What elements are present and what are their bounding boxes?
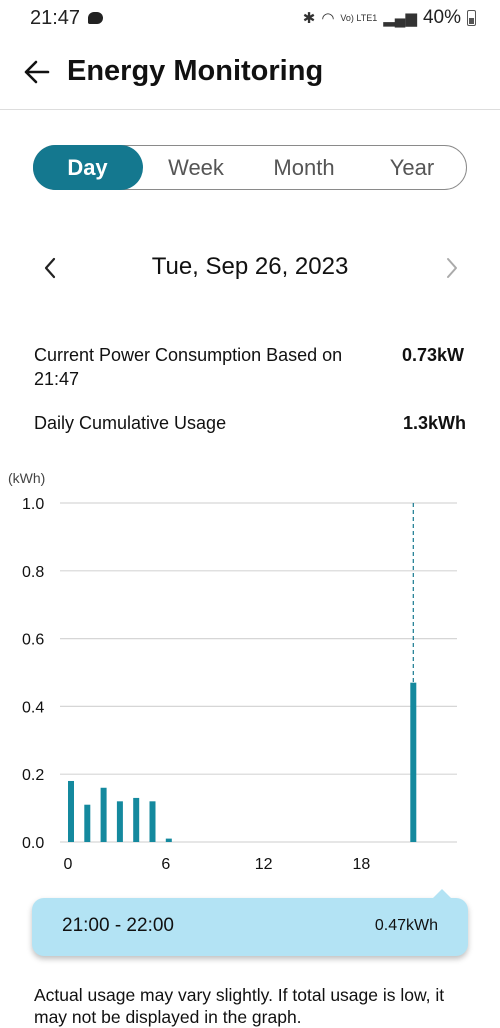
period-tabs: Day Week Month Year (32, 144, 467, 190)
usage-bar (149, 801, 156, 842)
usage-bar-chart: (kWh) 0.0 0.2 0.4 0.6 0.8 1.0 0 6 12 18 (8, 470, 457, 873)
previous-date-button[interactable] (38, 253, 62, 283)
y-tick-label: 0.4 (22, 699, 44, 716)
tab-year[interactable]: Year (389, 154, 435, 180)
daily-usage-row: Daily Cumulative Usage 1.3kWh (34, 411, 466, 437)
usage-bar (133, 797, 140, 842)
x-tick-label: 12 (255, 856, 273, 873)
chevron-right-icon (447, 258, 457, 278)
battery-icon (467, 10, 476, 26)
x-tick-label: 0 (64, 856, 73, 873)
chat-notification-icon (88, 12, 104, 24)
y-axis-unit-label: (kWh) (8, 470, 45, 486)
battery-percent: 40% (422, 7, 461, 28)
usage-bar (165, 838, 172, 842)
usage-bar (68, 780, 74, 842)
status-left: 21:47 (30, 6, 104, 30)
bluetooth-icon: ✱ (302, 10, 316, 27)
date-label: Tue, Sep 26, 2023 (151, 253, 349, 280)
x-tick-label: 6 (161, 856, 170, 873)
next-date-button[interactable] (440, 253, 464, 283)
tab-day[interactable]: Day (32, 144, 143, 190)
tooltip-time-range: 21:00 - 22:00 (62, 915, 174, 936)
disclaimer-text: Actual usage may vary slightly. If total… (34, 985, 445, 1027)
status-right: ✱ ◠ Vo) LTE1 ▂▄▆ 40% (303, 7, 476, 29)
lte-icon: Vo) LTE1 (340, 12, 378, 23)
tooltip-value: 0.47kWh (374, 917, 438, 934)
usage-tooltip: 21:00 - 22:00 0.47kWh (32, 889, 468, 956)
y-tick-label: 0.2 (22, 767, 44, 784)
usage-bar (116, 801, 123, 842)
app-header: Energy Monitoring (0, 40, 500, 110)
current-consumption-row: Current Power Consumption Based on 21:47… (34, 343, 466, 393)
back-arrow-icon (24, 60, 50, 84)
status-bar: 21:47 ✱ ◠ Vo) LTE1 ▂▄▆ 40% (0, 0, 500, 36)
tooltip-pointer (433, 889, 451, 898)
y-tick-label: 0.0 (22, 835, 44, 852)
wifi-icon: ◠ (321, 10, 335, 27)
daily-usage-value: 1.3kWh (402, 413, 466, 433)
chevron-left-icon (44, 257, 56, 279)
signal-icon: ▂▄▆ (383, 10, 417, 27)
daily-usage-label: Daily Cumulative Usage (34, 413, 227, 433)
y-tick-label: 0.8 (22, 564, 44, 581)
usage-bar (84, 804, 91, 842)
usage-bar (410, 682, 417, 842)
tab-month[interactable]: Month (273, 154, 335, 180)
current-consumption-label: Current Power Consumption Based on 21:47 (34, 345, 343, 389)
page-title: Energy Monitoring (67, 55, 324, 87)
current-consumption-value: 0.73kW (402, 345, 465, 365)
y-tick-label: 1.0 (22, 496, 44, 513)
usage-bar (100, 787, 107, 842)
date-navigation: Tue, Sep 26, 2023 (0, 245, 500, 290)
x-tick-label: 18 (353, 856, 371, 873)
status-time: 21:47 (30, 6, 81, 29)
back-button[interactable] (20, 54, 56, 90)
tab-week[interactable]: Week (168, 154, 224, 180)
y-tick-label: 0.6 (22, 632, 44, 649)
